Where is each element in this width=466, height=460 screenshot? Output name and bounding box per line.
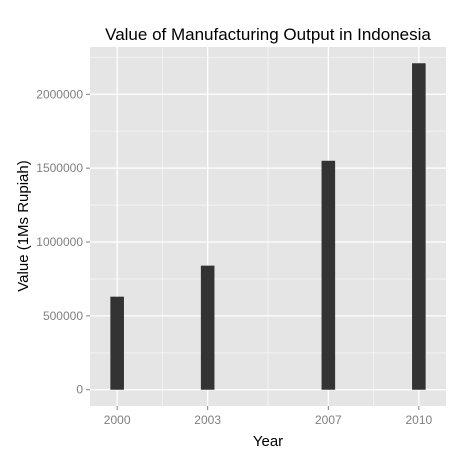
chart-title: Value of Manufacturing Output in Indones… — [105, 25, 431, 44]
bar-2007 — [321, 160, 336, 390]
bar-2000 — [110, 296, 124, 390]
y-tick-label: 500000 — [43, 309, 83, 323]
bar-2010 — [412, 63, 426, 390]
x-tick-label: 2007 — [315, 413, 342, 427]
y-tick-label: 1500000 — [36, 161, 83, 175]
y-axis-title: Value (1Ms Rupiah) — [15, 160, 32, 291]
x-tick-label: 2000 — [104, 413, 131, 427]
x-tick-label: 2010 — [405, 413, 432, 427]
y-tick-label: 0 — [76, 383, 83, 397]
y-tick-label: 2000000 — [36, 87, 83, 101]
bar-2003 — [200, 265, 215, 390]
y-tick-label: 1000000 — [36, 235, 83, 249]
x-tick-label: 2003 — [194, 413, 221, 427]
x-axis-title: Year — [253, 433, 283, 450]
plot-area — [90, 47, 446, 406]
